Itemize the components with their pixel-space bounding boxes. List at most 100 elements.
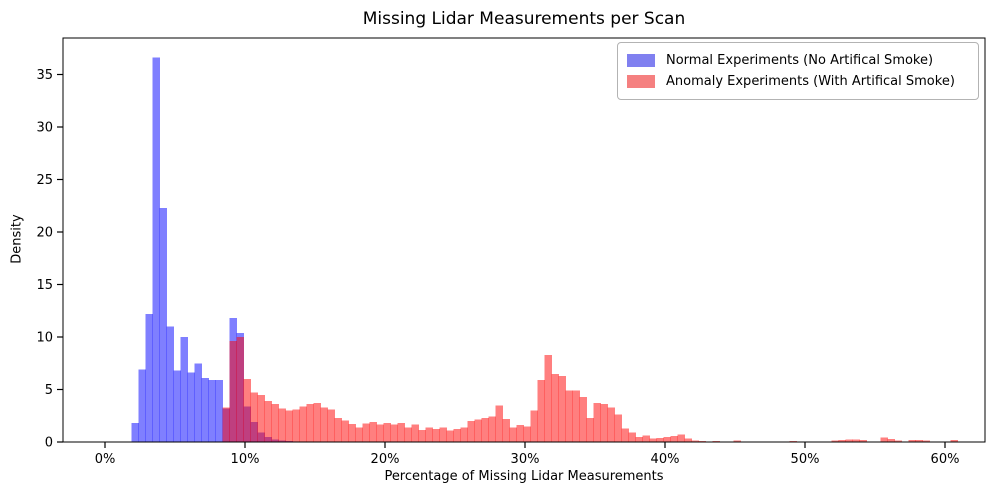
histogram-bar-anomaly <box>355 427 363 442</box>
histogram-bar-anomaly <box>852 439 860 443</box>
legend-item-normal: Normal Experiments (No Artifical Smoke) <box>627 50 969 71</box>
histogram-bar-anomaly <box>306 404 314 442</box>
y-tick-label: 20 <box>36 226 53 241</box>
histogram-bar-anomaly <box>334 417 342 442</box>
x-tick-label: 0% <box>95 452 116 467</box>
chart-title: Missing Lidar Measurements per Scan <box>362 9 686 29</box>
histogram-bar-anomaly <box>278 408 286 442</box>
histogram-bar-normal <box>131 423 139 442</box>
x-tick-label: 30% <box>511 452 540 467</box>
histogram-bar-anomaly <box>481 417 489 442</box>
histogram-bar-anomaly <box>579 396 587 442</box>
y-tick-label: 35 <box>36 68 53 83</box>
histogram-bar-anomaly <box>733 440 741 442</box>
histogram-bar-normal <box>180 337 188 442</box>
histogram-bar-anomaly <box>670 436 678 443</box>
histogram-bar-anomaly <box>341 420 349 442</box>
legend-item-anomaly: Anomaly Experiments (With Artifical Smok… <box>627 71 969 92</box>
histogram-bar-anomaly <box>313 403 321 442</box>
histogram-bar-normal <box>208 380 216 442</box>
x-tick-label: 10% <box>231 452 260 467</box>
histogram-bar-anomaly <box>663 436 671 442</box>
y-tick-label: 15 <box>36 278 53 293</box>
histogram-bar-anomaly <box>649 438 657 442</box>
histogram-bar-anomaly <box>894 440 902 442</box>
legend-swatch-normal <box>627 54 655 67</box>
histogram-bar-anomaly <box>607 407 615 442</box>
histogram-bar-anomaly <box>628 432 636 442</box>
histogram-bar-anomaly <box>523 426 531 442</box>
histogram-bar-anomaly <box>677 434 685 442</box>
histogram-bar-anomaly <box>432 428 440 443</box>
histogram-bar-anomaly <box>530 410 538 442</box>
histogram-bar-anomaly <box>684 438 692 442</box>
histogram-bar-anomaly <box>390 424 398 442</box>
histogram-bar-anomaly <box>285 410 293 442</box>
histogram-bar-anomaly <box>362 423 370 443</box>
histogram-bar-anomaly <box>544 354 552 442</box>
histogram-bar-anomaly <box>474 419 482 442</box>
legend-label-normal: Normal Experiments (No Artifical Smoke) <box>666 53 934 68</box>
histogram-bar-normal <box>152 57 160 442</box>
histogram-bar-anomaly <box>236 337 244 442</box>
histogram-bar-anomaly <box>509 427 517 442</box>
x-tick-label: 60% <box>931 452 960 467</box>
legend: Normal Experiments (No Artifical Smoke) … <box>617 42 979 100</box>
histogram-bar-anomaly <box>229 341 237 442</box>
histogram-bar-anomaly <box>222 407 230 442</box>
legend-label-anomaly: Anomaly Experiments (With Artifical Smok… <box>666 74 955 89</box>
histogram-bar-anomaly <box>915 439 923 442</box>
histogram-bar-anomaly <box>446 430 454 442</box>
x-tick-label: 20% <box>371 452 400 467</box>
histogram-bar-anomaly <box>243 379 251 442</box>
histogram-bar-anomaly <box>880 437 888 442</box>
histogram-bar-anomaly <box>495 405 503 442</box>
x-axis-label: Percentage of Missing Lidar Measurements <box>384 469 664 484</box>
histogram-bar-anomaly <box>376 424 384 442</box>
axes-frame <box>62 37 986 443</box>
histogram-bar-anomaly <box>537 380 545 442</box>
histogram-bar-anomaly <box>621 428 629 442</box>
histogram-bar-anomaly <box>908 439 916 442</box>
histogram-bar-anomaly <box>565 390 573 442</box>
histogram-bar-normal <box>138 369 146 442</box>
histogram-bar-anomaly <box>691 440 699 442</box>
histogram-bar-anomaly <box>425 427 433 442</box>
histogram-bar-anomaly <box>950 439 958 442</box>
histogram-bar-anomaly <box>516 425 524 442</box>
histogram-bar-anomaly <box>453 428 461 443</box>
histogram-bar-anomaly <box>831 440 839 442</box>
histogram-bar-anomaly <box>488 416 496 442</box>
histogram-bar-anomaly <box>250 392 258 442</box>
histogram-bar-anomaly <box>502 418 510 442</box>
histogram-bar-anomaly <box>635 436 643 442</box>
histogram-bar-anomaly <box>558 375 566 442</box>
histogram-bar-anomaly <box>600 404 608 442</box>
y-tick-label: 0 <box>45 436 53 451</box>
histogram-bar-normal <box>159 207 167 442</box>
histogram-bar-anomaly <box>551 373 559 442</box>
histogram-bar-anomaly <box>593 403 601 442</box>
x-tick-label: 50% <box>791 452 820 467</box>
histogram-bar-normal <box>187 372 195 442</box>
y-tick-label: 5 <box>45 383 53 398</box>
histogram-bar-normal <box>145 313 153 442</box>
y-axis-label: Density <box>9 214 25 264</box>
histogram-bar-anomaly <box>922 440 930 442</box>
y-tick-label: 10 <box>36 331 53 346</box>
y-tick-label: 25 <box>36 173 53 188</box>
histogram-bar-anomaly <box>383 423 391 442</box>
histogram-bar-normal <box>194 363 202 442</box>
histogram-bar-anomaly <box>838 439 846 442</box>
x-tick-label: 40% <box>651 452 680 467</box>
histogram-bar-anomaly <box>411 424 419 442</box>
histogram-bar-anomaly <box>460 427 468 442</box>
histogram-bar-anomaly <box>586 417 594 442</box>
histogram-bar-anomaly <box>467 421 475 442</box>
y-tick-label: 30 <box>36 121 53 136</box>
histogram-bar-anomaly <box>257 394 265 442</box>
histogram-bar-anomaly <box>397 423 405 442</box>
histogram-bar-anomaly <box>299 406 307 442</box>
